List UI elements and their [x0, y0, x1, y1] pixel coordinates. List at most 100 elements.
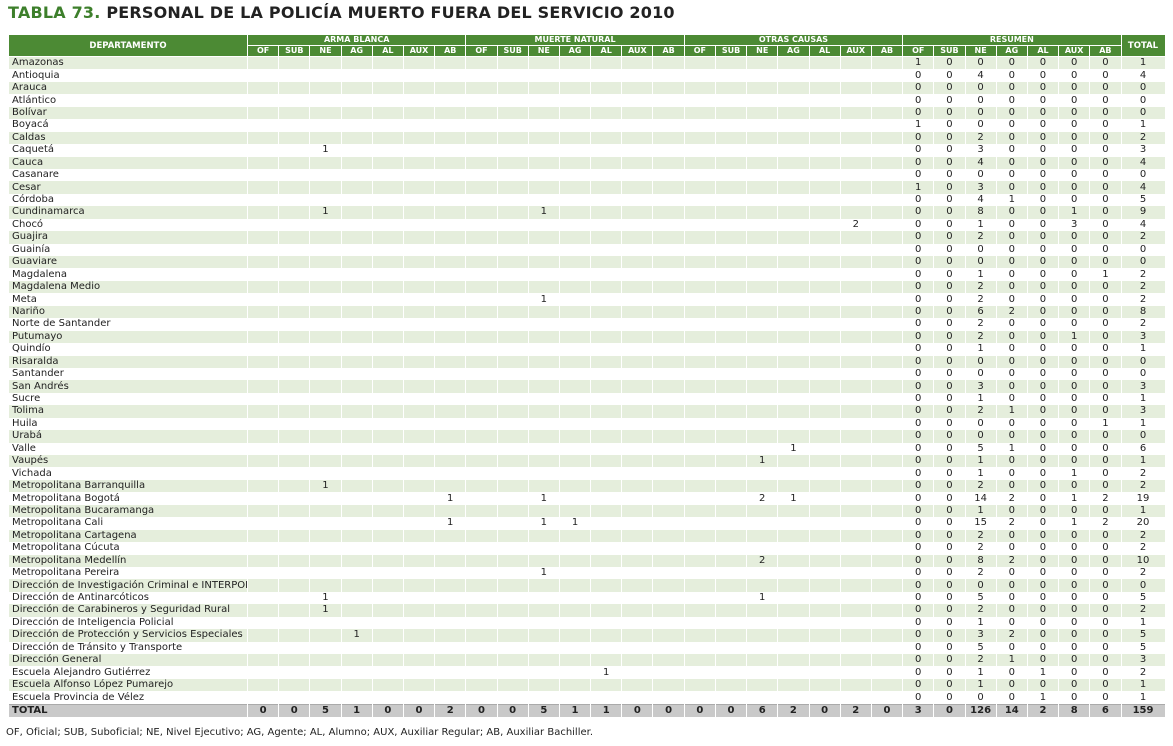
- cell: [558, 566, 592, 580]
- cell: [402, 430, 436, 443]
- cell: [590, 293, 623, 306]
- cell: [839, 554, 872, 567]
- cell: 0: [902, 517, 935, 530]
- cell: [309, 243, 342, 256]
- cell: [839, 392, 872, 406]
- cell: [652, 666, 685, 679]
- cell: 0: [1026, 268, 1060, 281]
- cell: [371, 256, 404, 269]
- cell: [434, 678, 467, 692]
- cell: [590, 380, 623, 393]
- cell: [402, 367, 436, 381]
- cell: [496, 691, 529, 705]
- cell: [402, 467, 436, 480]
- row-label: Norte de Santander: [8, 318, 248, 331]
- cell: 0: [933, 168, 966, 182]
- cell: 0: [1089, 629, 1122, 642]
- total-cell: 5: [1120, 629, 1166, 642]
- cell: [496, 355, 529, 368]
- cell: 0: [933, 280, 966, 294]
- cell: [434, 591, 467, 605]
- cell: [278, 467, 311, 480]
- cell: [777, 81, 810, 95]
- cell: 0: [1089, 193, 1122, 207]
- cell: [340, 106, 373, 120]
- cell: [340, 392, 373, 406]
- cell: [558, 231, 592, 244]
- cell: [465, 330, 498, 344]
- cell: [621, 479, 654, 493]
- cell: [808, 492, 841, 505]
- cell: [278, 343, 311, 356]
- cell: [371, 243, 404, 256]
- cell: [434, 629, 467, 642]
- cell: 0: [1089, 156, 1122, 169]
- cell: [714, 94, 748, 107]
- cell: 0: [995, 666, 1028, 679]
- subcolumn-header: AB: [870, 45, 904, 57]
- cell: [558, 280, 592, 294]
- cell: [496, 504, 529, 518]
- total-cell: 0: [1120, 367, 1166, 381]
- cell: [870, 69, 904, 82]
- cell: [652, 119, 685, 132]
- cell: [340, 69, 373, 82]
- cell: [746, 604, 779, 617]
- cell: 1: [777, 442, 810, 455]
- cell: [777, 330, 810, 344]
- cell: [839, 305, 872, 319]
- cell: [434, 542, 467, 555]
- cell: 0: [1089, 81, 1122, 95]
- cell: 0: [1058, 280, 1091, 294]
- cell: 0: [995, 293, 1028, 306]
- cell: 0: [902, 554, 935, 567]
- cell: [839, 243, 872, 256]
- cell: [590, 604, 623, 617]
- cell: [527, 268, 560, 281]
- row-label: Putumayo: [8, 330, 248, 344]
- cell: [652, 181, 685, 194]
- cell: [777, 517, 810, 530]
- cell: [808, 231, 841, 244]
- cell: 0: [964, 168, 997, 182]
- subcolumn-header: SUB: [496, 45, 529, 57]
- cell: 0: [964, 56, 997, 70]
- cell: [590, 529, 623, 543]
- total-cell: 0: [1120, 579, 1166, 592]
- cell: [402, 56, 436, 70]
- row-label: Antioquia: [8, 69, 248, 82]
- cell: [777, 678, 810, 692]
- total-cell: 0: [1120, 430, 1166, 443]
- table-row: San Andrés 0 0 3 0 0 0 0 3: [8, 380, 1166, 393]
- cell: [309, 455, 342, 468]
- cell: [558, 318, 592, 331]
- cell: [714, 604, 748, 617]
- cell: [683, 293, 716, 306]
- cell: [558, 119, 592, 132]
- cell: [309, 430, 342, 443]
- cell: [465, 666, 498, 679]
- cell: [808, 293, 841, 306]
- cell: 0: [995, 579, 1028, 592]
- table-row: Cesar 1 0 3 0 0 0 0 4: [8, 181, 1166, 194]
- cell: [839, 405, 872, 418]
- cell: 0: [808, 703, 841, 718]
- cell: 0: [1026, 181, 1060, 194]
- cell: 0: [995, 181, 1028, 194]
- subcolumn-header: AUX: [621, 45, 654, 57]
- row-label: Cesar: [8, 181, 248, 194]
- cell: [590, 492, 623, 505]
- row-label: Magdalena Medio: [8, 280, 248, 294]
- cell: [278, 641, 311, 654]
- cell: [839, 691, 872, 705]
- table-row: Escuela Alejandro Gutiérrez 1 0 0 1 0 1 0 0 2: [8, 666, 1166, 679]
- cell: [434, 144, 467, 157]
- cell: [590, 131, 623, 145]
- table-row: Metropolitana Bogotá 1 1 2 1 0 0 14 2 0 1 2 19: [8, 492, 1166, 505]
- cell: 2: [964, 231, 997, 244]
- cell: [590, 641, 623, 654]
- cell: [714, 467, 748, 480]
- cell: [496, 168, 529, 182]
- cell: [714, 106, 748, 120]
- cell: [465, 243, 498, 256]
